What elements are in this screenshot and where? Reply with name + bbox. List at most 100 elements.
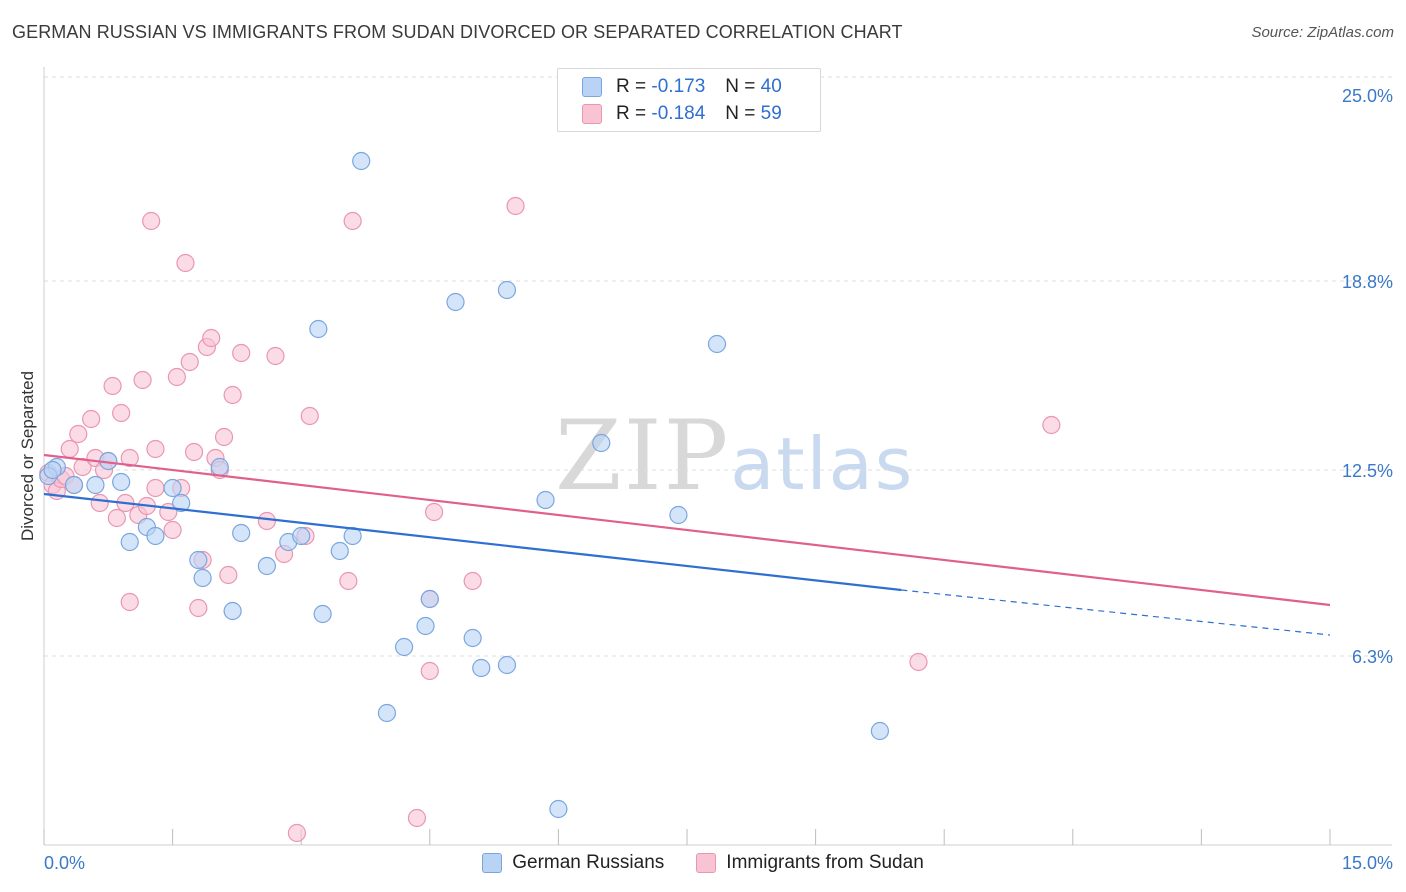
german-russian-point [146, 526, 165, 546]
legend-r-value: -0.184 [651, 103, 706, 124]
sudan-point [163, 520, 182, 540]
german-russian-point [86, 475, 105, 495]
series-label: German Russians [512, 852, 665, 873]
sudan-point [120, 448, 139, 468]
sudan-point [184, 442, 204, 462]
legend-r-label: R = [616, 103, 647, 124]
sudan-point [266, 346, 285, 366]
legend-swatch-pink [582, 104, 602, 124]
german-russian-point [870, 721, 890, 741]
sudan-point [103, 376, 122, 396]
sudan-point [214, 427, 234, 447]
german-russian-point [549, 799, 568, 819]
sudan-point [463, 571, 482, 591]
x-tick-label: 0.0% [44, 853, 85, 873]
sudan-point [142, 211, 161, 231]
sudan-point [82, 409, 101, 429]
watermark-zip: ZIP [555, 400, 731, 512]
german-russian-point [463, 628, 482, 648]
sudan-point [60, 439, 79, 459]
watermark-atlas: atlas [730, 422, 915, 506]
sudan-point [223, 385, 242, 405]
series-legend-german-russians: German Russians [482, 852, 664, 874]
german-russian-point [189, 550, 208, 570]
sudan-point [300, 406, 319, 426]
sudan-point [133, 370, 152, 390]
german-russian-point [210, 457, 229, 477]
german-russian-point [292, 526, 311, 546]
german-russian-point [309, 319, 328, 339]
german-russian-point [592, 433, 611, 453]
sudan-point [424, 502, 444, 522]
series-legend-sudan: Immigrants from Sudan [696, 852, 924, 874]
german-russian-point [536, 490, 555, 510]
y-tick-label: 18.8% [1342, 272, 1393, 292]
legend-swatch-blue [582, 77, 602, 97]
german-russian-point [64, 475, 84, 495]
chart-title: GERMAN RUSSIAN VS IMMIGRANTS FROM SUDAN … [12, 22, 903, 42]
legend-row-german-russians: R = -0.173 N = 40 [582, 75, 782, 99]
german-russian-point [193, 568, 212, 588]
series-legend: German Russians Immigrants from Sudan [0, 852, 1406, 874]
sudan-point [90, 493, 109, 513]
german-russian-point [420, 589, 439, 609]
y-axis-label: Divorced or Separated [18, 370, 37, 542]
sudan-point [176, 253, 195, 273]
legend-r-value: -0.173 [651, 76, 706, 97]
german-russian-point [163, 478, 182, 498]
legend-n-label: N = [725, 76, 756, 97]
sudan-point [219, 565, 238, 585]
source-credit: Source: ZipAtlas.com [1251, 24, 1394, 41]
sudan-point [420, 661, 439, 681]
german-russian-point [172, 493, 191, 513]
sudan-point [69, 424, 88, 444]
german-russian-point [472, 658, 491, 678]
sudan-point [287, 823, 307, 843]
watermark: ZIPatlas [555, 400, 914, 512]
y-tick-label: 12.5% [1342, 461, 1393, 481]
german-russian-point [377, 703, 397, 723]
german-russian-point [112, 472, 131, 492]
stats-legend: R = -0.173 N = 40 R = -0.184 N = 59 [557, 68, 821, 132]
sudan-point [202, 328, 221, 348]
sudan-point [257, 511, 277, 531]
sudan-point [146, 439, 165, 459]
legend-n-label: N = [725, 103, 756, 124]
sudan-point [407, 808, 427, 828]
y-tick-label: 25.0% [1342, 86, 1393, 106]
german-russian-point [232, 523, 251, 543]
sudan-point [107, 508, 126, 528]
x-tick-label: 15.0% [1342, 853, 1393, 873]
legend-n-value: 59 [760, 103, 782, 124]
sudan-point [167, 367, 186, 387]
sudan-point [506, 196, 525, 216]
german-russian-point [120, 532, 139, 552]
sudan-point [112, 403, 131, 423]
german-russian-trendline [43, 492, 902, 592]
legend-n-value: 40 [760, 76, 782, 97]
sudan-point [1042, 415, 1061, 435]
sudan-trendline [43, 453, 1331, 607]
sudan-point [232, 343, 251, 363]
series-swatch-pink [696, 853, 717, 873]
german-russian-point [416, 616, 435, 636]
sudan-point [343, 211, 362, 231]
sudan-point [189, 598, 208, 618]
sudan-point [120, 592, 139, 612]
german-russian-point [497, 280, 517, 300]
sudan-point [146, 478, 165, 498]
german-russian-point [330, 541, 349, 561]
series-swatch-blue [482, 853, 503, 873]
german-russian-point [707, 334, 727, 354]
german-russian-point [394, 637, 414, 657]
german-russian-point [257, 556, 277, 576]
y-tick-label: 6.3% [1352, 647, 1393, 667]
german-russian-point [669, 505, 688, 525]
legend-row-sudan: R = -0.184 N = 59 [582, 102, 782, 126]
legend-r-label: R = [616, 76, 647, 97]
sudan-point [909, 652, 928, 672]
german-russian-point [497, 655, 517, 675]
german-russian-point [352, 151, 371, 171]
german-russian-point [43, 460, 62, 480]
